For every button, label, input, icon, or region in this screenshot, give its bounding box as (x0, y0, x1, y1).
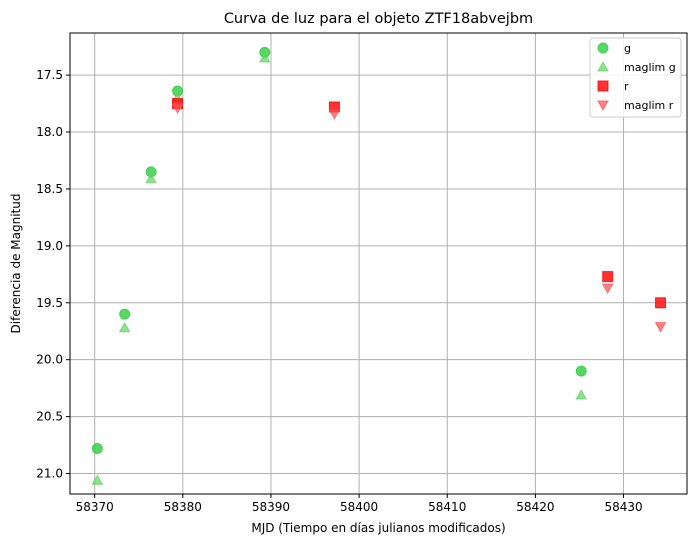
legend-label-g: g (624, 42, 631, 55)
legend: g maglim g r maglim r (589, 37, 682, 118)
x-tick-label: 58400 (340, 500, 378, 514)
point-maglim-r (171, 103, 184, 115)
grid (70, 33, 687, 494)
point-maglim-g (118, 321, 131, 333)
x-axis-label: MJD (Tiempo en días julianos modificados… (251, 521, 505, 535)
y-tick-label: 20.0 (36, 353, 63, 367)
point-g (91, 442, 103, 454)
legend-label-r: r (624, 80, 629, 93)
y-axis-label: Diferencia de Magnitud (9, 194, 23, 334)
plot-frame (69, 32, 688, 495)
legend-marker-r (597, 80, 609, 92)
legend-marker-maglim-r (597, 100, 609, 112)
legend-label-maglim-r: maglim r (624, 99, 674, 112)
y-tick-label: 19.0 (36, 239, 63, 253)
x-tick-label: 58370 (76, 500, 114, 514)
point-r (655, 297, 667, 309)
point-g (575, 365, 587, 377)
legend-label-maglim-g: maglim g (624, 61, 676, 74)
point-maglim-g (258, 52, 271, 63)
y-tick-label: 21.0 (36, 467, 63, 481)
axis-ticks: 58370 58380 58390 58400 58410 58420 58430 17.5 1… (36, 68, 642, 514)
x-tick-label: 58420 (516, 500, 554, 514)
point-maglim-g (575, 388, 588, 400)
point-maglim-r (601, 283, 614, 295)
y-tick-label: 18.0 (36, 125, 63, 139)
point-maglim-r (328, 109, 341, 120)
point-maglim-g (91, 474, 104, 485)
y-tick-label: 17.5 (36, 68, 63, 82)
x-tick-label: 58410 (428, 500, 466, 514)
y-tick-label: 18.5 (36, 182, 63, 196)
legend-marker-maglim-g (597, 60, 609, 72)
x-tick-label: 58390 (252, 500, 290, 514)
point-r (602, 271, 614, 283)
point-maglim-r (654, 322, 667, 333)
y-tick-label: 19.5 (36, 296, 63, 310)
point-maglim-g (145, 172, 157, 184)
x-tick-label: 58430 (604, 500, 642, 514)
y-tick-label: 20.5 (36, 410, 63, 424)
data-points (91, 46, 667, 485)
point-g (119, 308, 131, 320)
x-tick-label: 58380 (164, 500, 202, 514)
chart-title: Curva de luz para el objeto ZTF18abvejbm (224, 11, 533, 27)
legend-box (589, 37, 682, 118)
legend-marker-g (597, 42, 609, 54)
